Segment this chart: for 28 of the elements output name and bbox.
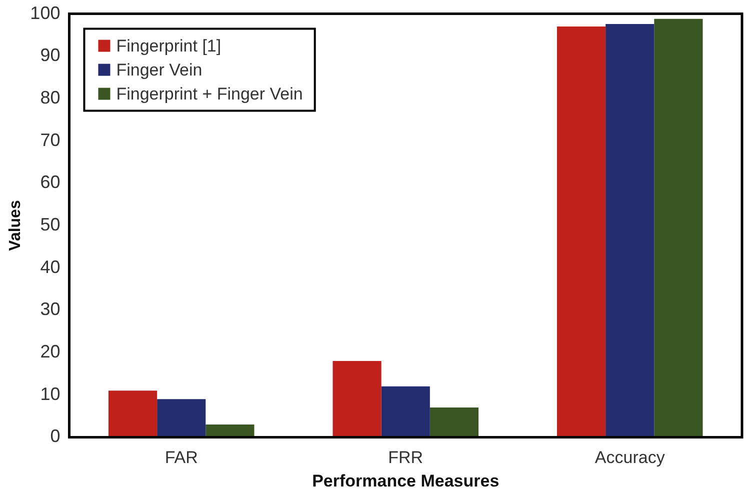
x-tick-label: FRR	[388, 448, 424, 468]
y-tick-label: 0	[50, 426, 60, 446]
y-tick-label: 30	[40, 299, 60, 320]
legend-label: Fingerprint [1]	[116, 36, 222, 56]
bar	[108, 390, 158, 438]
y-tick-label: 90	[40, 45, 60, 66]
bar	[332, 360, 382, 438]
y-tick-label: 50	[40, 214, 60, 234]
y-tick-label: 10	[40, 384, 60, 404]
bar	[206, 424, 254, 438]
y-tick-label: 60	[40, 172, 60, 192]
y-tick-label: 80	[40, 87, 60, 108]
legend-label: Finger Vein	[116, 60, 202, 80]
bar	[654, 18, 703, 438]
x-tick-label: FAR	[164, 448, 198, 468]
y-tick-label: 100	[30, 2, 60, 23]
legend-label: Fingerprint + Finger Vein	[116, 84, 303, 104]
x-axis-title: Performance Measures	[312, 471, 500, 490]
y-tick-label: 20	[40, 341, 60, 362]
bar	[606, 24, 654, 438]
y-axis-title: Values	[7, 200, 24, 251]
y-tick-label: 70	[40, 130, 60, 150]
bar	[430, 408, 478, 438]
bar	[556, 26, 606, 438]
bar	[157, 399, 206, 438]
y-tick-label: 40	[40, 256, 60, 277]
bar	[381, 386, 430, 438]
x-tick-label: Accuracy	[594, 448, 666, 468]
